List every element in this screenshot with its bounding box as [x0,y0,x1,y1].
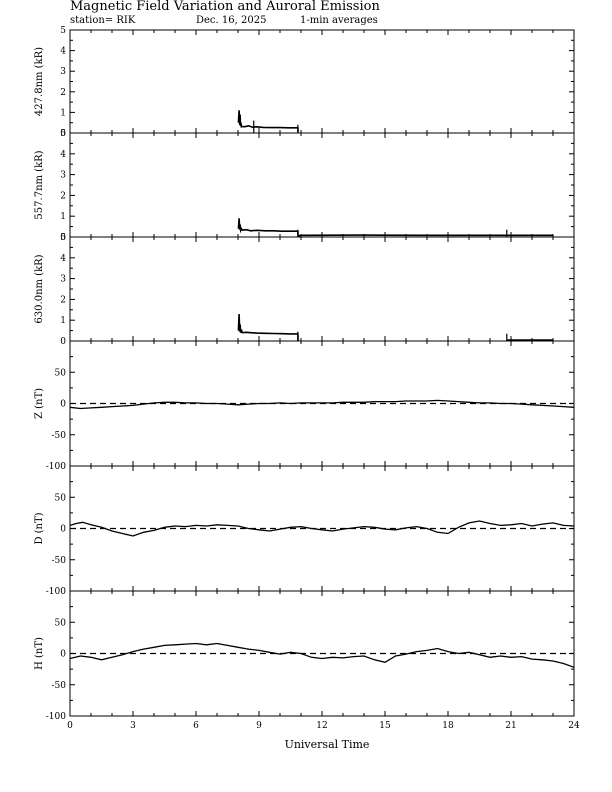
panel-H: -100 -50 0 50 H (nT) 0 3 6 9 12 15 18 21 24 [34,590,580,731]
y-tick-label: 50 [55,618,67,628]
y-tick-label: 5 [60,129,66,139]
y-tick-label: -50 [52,681,67,691]
y-axis-label: Z (nT) [34,388,45,419]
y-tick-label: 50 [55,493,67,503]
y-tick-label: 2 [60,191,66,201]
y-axis-label: D (nT) [34,512,45,544]
y-tick-label: 0 [60,337,66,347]
y-tick-label: 0 [60,650,66,660]
x-axis-label: Universal Time [285,738,370,751]
y-tick-label: 0 [60,233,66,243]
panel-D: -100 -50 0 50 D (nT) [34,465,575,597]
y-axis-label: 630.0nm (kR) [34,254,45,323]
y-tick-label: 3 [60,67,66,77]
y-tick-label: 2 [60,88,66,98]
series-line-D-0 [69,520,575,537]
y-tick-label: -50 [52,556,67,566]
x-tick-label: 18 [442,721,454,731]
y-tick-label: 2 [60,295,66,305]
panel-427: 0 1 2 3 4 5 427.8nm (kR) [34,26,575,139]
y-tick-label: 4 [60,47,66,57]
series-line-557-0 [237,218,553,238]
y-tick-label: 0 [60,525,66,535]
y-tick-label: 3 [60,171,66,181]
panel-Z: -100 -50 0 50 Z (nT) [34,340,575,472]
x-tick-label: 12 [316,721,327,731]
y-tick-label: -100 [46,587,66,597]
station-label: station= RIK [70,15,136,26]
y-tick-label: 1 [60,316,66,326]
y-tick-label: 5 [60,233,66,243]
date-label: Dec. 16, 2025 [196,15,266,26]
panel-557: 0 1 2 3 4 5 557.7nm (kR) [34,129,575,243]
y-tick-label: 50 [55,368,67,378]
y-axis-label: 557.7nm (kR) [34,150,45,219]
chart-title: Magnetic Field Variation and Auroral Emi… [70,0,380,14]
series-line-630-0 [237,313,299,341]
x-tick-label: 15 [379,721,391,731]
y-tick-label: 4 [60,150,66,160]
y-tick-label: 1 [60,108,66,118]
y-tick-label: -50 [52,431,67,441]
series-line-427-0 [237,110,299,133]
x-tick-label: 6 [193,721,199,731]
averaging-label: 1-min averages [300,15,378,26]
y-tick-label: 4 [60,254,66,264]
y-axis-label: H (nT) [34,637,45,670]
y-tick-label: 0 [60,129,66,139]
y-axis-label: 427.8nm (kR) [34,47,45,116]
y-tick-label: -100 [46,712,66,722]
series-line-Z-0 [69,399,575,410]
series-line-H-0 [69,642,575,668]
x-tick-label: 9 [256,721,262,731]
y-tick-label: 0 [60,400,66,410]
panel-630: 0 1 2 3 4 5 630.0nm (kR) [34,233,575,347]
panel-frame [69,132,575,238]
panel-frame [69,236,575,342]
x-tick-label: 24 [568,721,580,731]
x-tick-label: 3 [130,721,136,731]
y-tick-label: 1 [60,212,66,222]
x-tick-label: 0 [67,721,73,731]
y-tick-label: 5 [60,26,66,36]
panel-frame [69,29,575,134]
x-tick-label: 21 [505,721,516,731]
y-tick-label: 3 [60,275,66,285]
y-tick-label: -100 [46,462,66,472]
